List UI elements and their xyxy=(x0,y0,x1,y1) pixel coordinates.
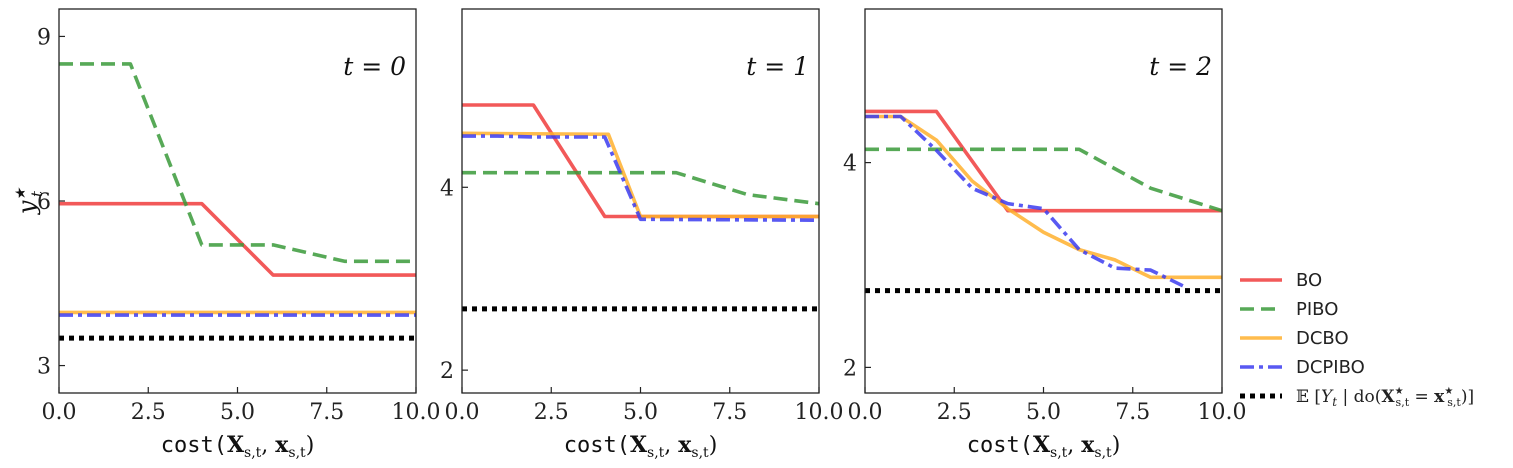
series-line-dcpibo-panel-2 xyxy=(865,114,1188,290)
series-line-dcpibo-panel-1 xyxy=(462,134,820,222)
chart-panel-2: 0.0 2.5 5.0 7.5 10.0 2 4 t = 2 cost(Xs,t, xs,t) xyxy=(843,8,1247,461)
series-line-pibo-panel-2 xyxy=(865,147,1223,213)
legend-label-bo: BO xyxy=(1296,270,1322,291)
series-line-pibo-panel-1 xyxy=(462,170,820,206)
y-tick-label: 4 xyxy=(843,152,857,177)
series-line-pibo-panel-0 xyxy=(59,62,416,264)
legend-label-dcbo: DCBO xyxy=(1296,328,1349,349)
x-tick-label: 2.5 xyxy=(131,400,166,425)
x-tick-label: 0.0 xyxy=(445,400,480,425)
series-line-bo-panel-0 xyxy=(59,201,416,277)
x-tick-label: 0.0 xyxy=(848,400,883,425)
x-tick-label: 10.0 xyxy=(392,400,441,425)
y-axis-title: y★t xyxy=(13,187,46,216)
legend-label-pibo: PIBO xyxy=(1296,299,1338,320)
x-tick-label: 2.5 xyxy=(937,400,972,425)
y-tick-label: 4 xyxy=(440,176,454,201)
x-tick-label: 5.0 xyxy=(1026,400,1061,425)
panel-label: t = 2 xyxy=(1149,52,1212,81)
y-tick-label: 2 xyxy=(440,359,454,384)
series-line-bo-panel-2 xyxy=(865,109,1222,213)
x-tick-label: 2.5 xyxy=(534,400,569,425)
x-tick-label: 5.0 xyxy=(220,400,255,425)
x-axis-title: cost(Xs,t, xs,t) xyxy=(564,432,718,461)
series-line-dcbo-panel-2 xyxy=(865,114,1222,280)
y-tick-label: 6 xyxy=(37,190,51,215)
x-tick-label: 5.0 xyxy=(623,400,658,425)
panel-label: t = 1 xyxy=(746,52,809,81)
series-line-dcbo-panel-1 xyxy=(461,131,819,219)
x-tick-label: 7.5 xyxy=(309,400,344,425)
series-line-bo-panel-1 xyxy=(462,103,819,219)
x-tick-label: 10.0 xyxy=(795,400,844,425)
x-tick-label: 10.0 xyxy=(1198,400,1247,425)
legend-label-e-y-t-do-x-s-t-x-s-t: 𝔼 [Yt | do(X★ s,t = x★ s,t)] xyxy=(1296,386,1474,409)
y-tick-label: 2 xyxy=(843,356,857,381)
panel-label: t = 0 xyxy=(343,52,406,81)
x-tick-label: 0.0 xyxy=(42,400,77,425)
y-tick-label: 9 xyxy=(37,25,51,50)
chart-panel-0: 0.0 2.5 5.0 7.5 10.0 3 6 9 t = 0 cost(Xs,t, xs,t)… xyxy=(13,8,441,461)
x-tick-label: 7.5 xyxy=(712,400,747,425)
legend: BO PIBO DCBO DCPIBO 𝔼 [Yt | do(X★ s,t = x★ s,t… xyxy=(1240,270,1474,409)
y-tick-label: 3 xyxy=(37,355,51,380)
legend-label-dcpibo: DCPIBO xyxy=(1296,357,1365,378)
x-axis-title: cost(Xs,t, xs,t) xyxy=(161,432,315,461)
x-axis-title: cost(Xs,t, xs,t) xyxy=(967,432,1121,461)
x-tick-label: 7.5 xyxy=(1115,400,1150,425)
chart-panel-1: 0.0 2.5 5.0 7.5 10.0 2 4 t = 1 cost(Xs,t, xs,t) xyxy=(440,8,844,461)
